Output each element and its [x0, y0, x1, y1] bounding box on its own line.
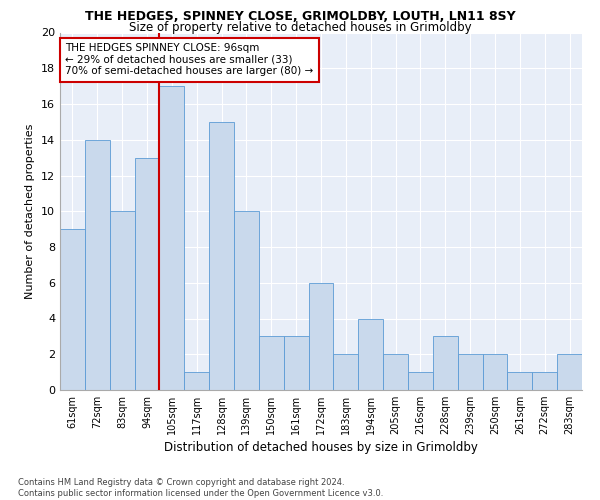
Bar	[458, 354, 482, 390]
Bar	[408, 372, 433, 390]
Bar	[284, 336, 308, 390]
Bar	[85, 140, 110, 390]
Bar	[532, 372, 557, 390]
Bar	[334, 354, 358, 390]
Bar	[110, 211, 134, 390]
Bar	[508, 372, 532, 390]
Bar	[383, 354, 408, 390]
Bar	[358, 318, 383, 390]
Bar	[433, 336, 458, 390]
Bar	[557, 354, 582, 390]
Bar	[308, 283, 334, 390]
Bar	[259, 336, 284, 390]
X-axis label: Distribution of detached houses by size in Grimoldby: Distribution of detached houses by size …	[164, 442, 478, 454]
Bar	[160, 86, 184, 390]
Bar	[482, 354, 508, 390]
Text: Contains HM Land Registry data © Crown copyright and database right 2024.
Contai: Contains HM Land Registry data © Crown c…	[18, 478, 383, 498]
Bar	[184, 372, 209, 390]
Text: Size of property relative to detached houses in Grimoldby: Size of property relative to detached ho…	[128, 21, 472, 34]
Bar	[134, 158, 160, 390]
Bar	[60, 229, 85, 390]
Bar	[209, 122, 234, 390]
Text: THE HEDGES SPINNEY CLOSE: 96sqm
← 29% of detached houses are smaller (33)
70% of: THE HEDGES SPINNEY CLOSE: 96sqm ← 29% of…	[65, 43, 313, 76]
Bar	[234, 211, 259, 390]
Text: THE HEDGES, SPINNEY CLOSE, GRIMOLDBY, LOUTH, LN11 8SY: THE HEDGES, SPINNEY CLOSE, GRIMOLDBY, LO…	[85, 10, 515, 23]
Y-axis label: Number of detached properties: Number of detached properties	[25, 124, 35, 299]
